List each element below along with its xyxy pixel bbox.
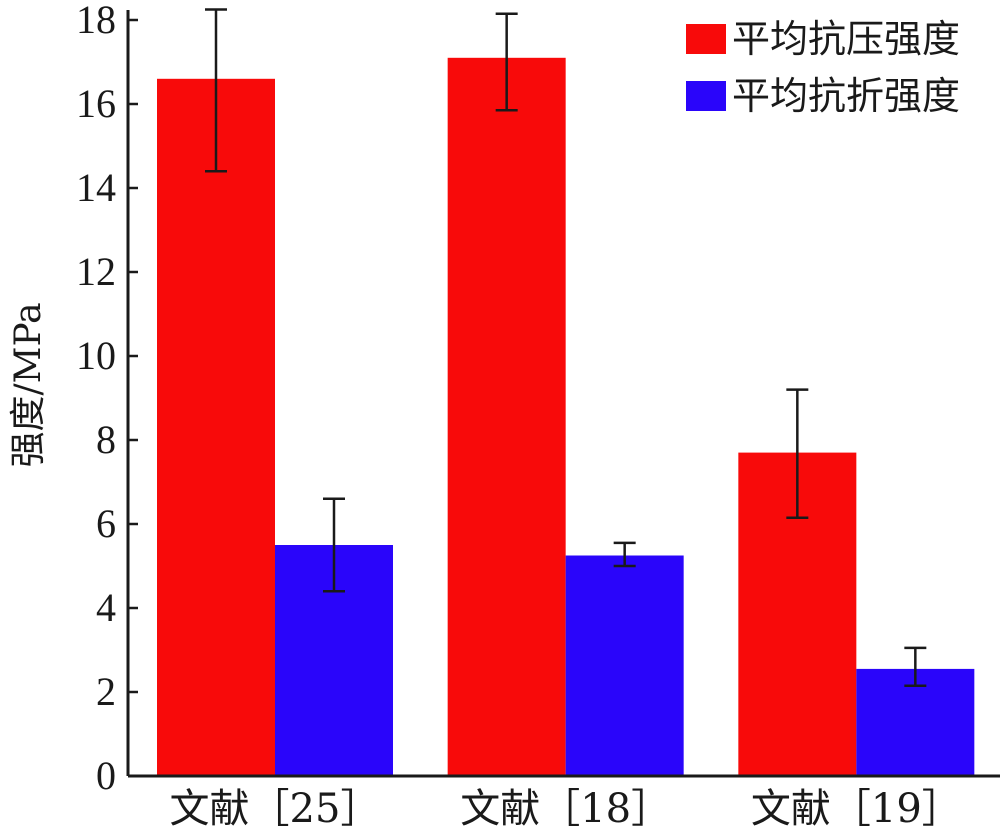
bar-compressive-2 bbox=[447, 57, 566, 777]
bars-layer bbox=[157, 57, 975, 777]
error-bar-compressive-2 bbox=[495, 12, 518, 112]
y-tick-label-10: 10 bbox=[76, 333, 116, 378]
error-bars-layer bbox=[205, 8, 927, 687]
bar-flexural-2 bbox=[565, 555, 684, 776]
x-category-label-3: 文献［19］ bbox=[751, 786, 962, 832]
axes-layer bbox=[126, 10, 1000, 778]
legend-swatch-1 bbox=[686, 24, 726, 54]
x-category-label-2: 文献［18］ bbox=[460, 786, 671, 832]
y-tick-label-14: 14 bbox=[76, 165, 116, 210]
bar-compressive-1 bbox=[157, 78, 275, 777]
x-labels-layer: 文献［25］ 文献［18］ 文献［19］ bbox=[170, 786, 962, 832]
legend-label-2: 平均抗折强度 bbox=[732, 74, 960, 118]
y-tick-label-0: 0 bbox=[96, 753, 116, 798]
y-axis-title: 强度/MPa bbox=[8, 302, 49, 467]
y-tick-label-2: 2 bbox=[96, 669, 116, 714]
error-bar-compressive-1 bbox=[205, 8, 227, 173]
y-tick-label-12: 12 bbox=[76, 249, 116, 294]
error-bar-flexural-2 bbox=[613, 541, 636, 568]
error-bar-flexural-3 bbox=[904, 646, 927, 687]
error-bar-compressive-3 bbox=[786, 388, 809, 519]
y-ticks-layer: 0 2 4 6 8 10 12 14 16 18 bbox=[76, 0, 138, 798]
legend-label-1: 平均抗压强度 bbox=[732, 17, 960, 61]
x-category-label-1: 文献［25］ bbox=[170, 786, 381, 832]
y-tick-label-4: 4 bbox=[96, 585, 116, 630]
y-tick-label-18: 18 bbox=[76, 0, 116, 42]
y-tick-label-6: 6 bbox=[96, 501, 116, 546]
error-bar-flexural-1 bbox=[323, 497, 345, 593]
legend-swatch-2 bbox=[686, 81, 726, 111]
y-tick-label-16: 16 bbox=[76, 81, 116, 126]
y-tick-label-8: 8 bbox=[96, 417, 116, 462]
